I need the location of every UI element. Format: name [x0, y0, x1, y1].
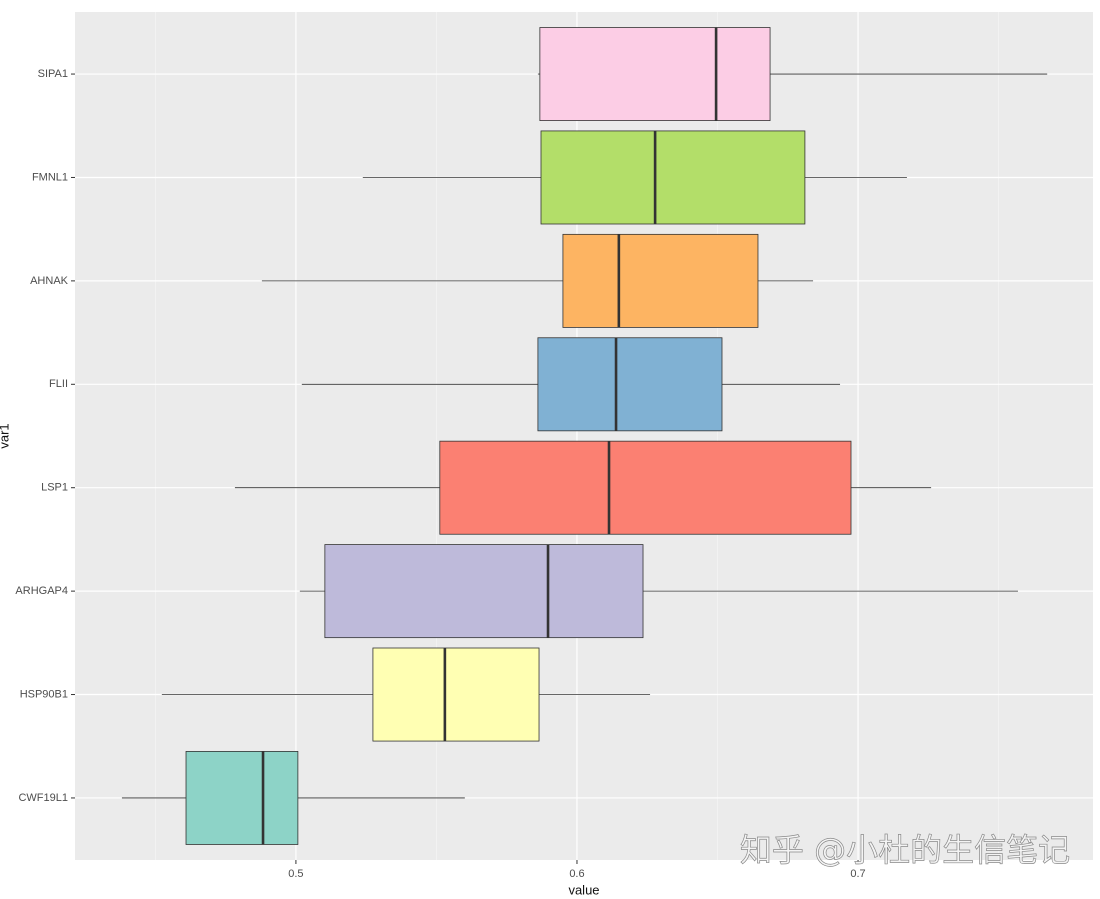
y-tick-label: ARHGAP4: [15, 585, 68, 597]
y-tick-label: CWF19L1: [18, 792, 68, 804]
y-tick-label: LSP1: [41, 482, 68, 494]
x-tick-label: 0.5: [288, 868, 303, 880]
y-tick-label: AHNAK: [30, 275, 69, 287]
y-tick-label: SIPA1: [38, 68, 68, 80]
box: [537, 337, 723, 432]
box: [185, 751, 299, 845]
y-axis-title: var1: [0, 423, 11, 448]
box: [539, 27, 771, 121]
box: [324, 544, 644, 639]
x-tick-label: 0.7: [850, 868, 865, 880]
x-tick-label: 0.6: [569, 868, 584, 880]
box: [562, 233, 759, 328]
box: [540, 130, 806, 225]
y-tick-label: FLII: [49, 378, 68, 390]
box: [372, 647, 540, 742]
x-axis-title: value: [568, 882, 599, 897]
box: [439, 440, 852, 535]
y-tick-label: FMNL1: [32, 171, 68, 183]
y-tick-label: HSP90B1: [20, 688, 68, 700]
watermark: 知乎 @小杜的生信笔记: [740, 831, 1070, 869]
